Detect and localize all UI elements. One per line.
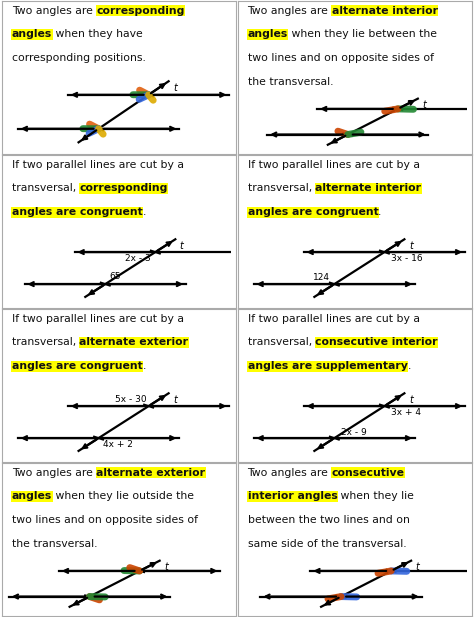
Text: the transversal.: the transversal.: [247, 77, 333, 87]
Text: angles are congruent: angles are congruent: [247, 207, 378, 217]
Text: angles: angles: [12, 30, 52, 39]
Text: when they lie outside the: when they lie outside the: [52, 492, 194, 502]
Text: Two angles are: Two angles are: [12, 6, 96, 16]
Text: alternate interior: alternate interior: [332, 6, 438, 16]
Text: interior angles: interior angles: [247, 492, 337, 502]
Text: transversal,: transversal,: [12, 183, 80, 194]
Text: alternate interior: alternate interior: [315, 183, 421, 194]
Text: If two parallel lines are cut by a: If two parallel lines are cut by a: [247, 160, 419, 170]
Text: angles are supplementary: angles are supplementary: [247, 361, 407, 371]
Text: corresponding: corresponding: [80, 183, 168, 194]
Text: If two parallel lines are cut by a: If two parallel lines are cut by a: [12, 160, 184, 170]
Text: If two parallel lines are cut by a: If two parallel lines are cut by a: [12, 314, 184, 324]
Text: angles are congruent: angles are congruent: [12, 207, 143, 217]
Text: two lines and on opposite sides of: two lines and on opposite sides of: [12, 515, 198, 525]
Text: .: .: [143, 361, 146, 371]
Text: consecutive interior: consecutive interior: [315, 337, 438, 347]
Text: Two angles are: Two angles are: [247, 468, 332, 478]
Text: Two angles are: Two angles are: [247, 6, 332, 16]
Text: angles: angles: [247, 30, 288, 39]
Text: when they have: when they have: [52, 30, 143, 39]
Text: alternate exterior: alternate exterior: [80, 337, 189, 347]
Text: Two angles are: Two angles are: [12, 468, 96, 478]
Text: If two parallel lines are cut by a: If two parallel lines are cut by a: [247, 314, 419, 324]
Text: when they lie: when they lie: [337, 492, 414, 502]
Text: .: .: [143, 207, 146, 217]
Text: alternate exterior: alternate exterior: [96, 468, 205, 478]
Text: transversal,: transversal,: [247, 183, 315, 194]
Text: corresponding positions.: corresponding positions.: [12, 53, 146, 63]
Text: when they lie between the: when they lie between the: [288, 30, 437, 39]
Text: the transversal.: the transversal.: [12, 539, 97, 549]
Text: transversal,: transversal,: [12, 337, 80, 347]
Text: .: .: [407, 361, 411, 371]
Text: two lines and on opposite sides of: two lines and on opposite sides of: [247, 53, 434, 63]
Text: angles: angles: [12, 492, 52, 502]
Text: .: .: [378, 207, 382, 217]
Text: corresponding: corresponding: [96, 6, 184, 16]
Text: transversal,: transversal,: [247, 337, 315, 347]
Text: between the two lines and on: between the two lines and on: [247, 515, 410, 525]
Text: angles are congruent: angles are congruent: [12, 361, 143, 371]
Text: consecutive: consecutive: [332, 468, 405, 478]
Text: same side of the transversal.: same side of the transversal.: [247, 539, 406, 549]
